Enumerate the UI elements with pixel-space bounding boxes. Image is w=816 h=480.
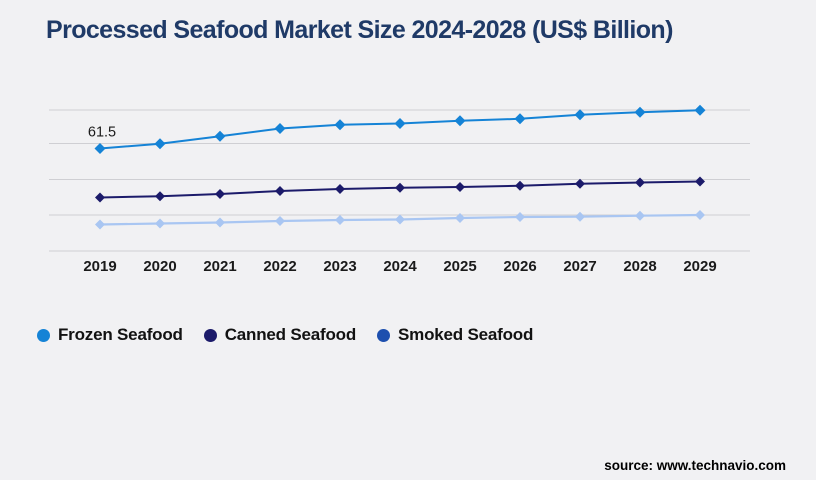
chart-legend: Frozen Seafood Canned Seafood Smoked Sea… xyxy=(37,325,533,345)
data-point-marker-smoked-seafood xyxy=(695,210,705,220)
data-point-marker-frozen-seafood xyxy=(454,115,466,127)
data-label: 61.5 xyxy=(88,125,116,141)
data-point-marker-smoked-seafood xyxy=(395,214,405,225)
data-point-marker-canned-seafood xyxy=(695,176,705,187)
data-point-marker-frozen-seafood xyxy=(274,123,286,134)
x-tick-label: 2029 xyxy=(683,258,716,275)
legend-label-smoked-seafood: Smoked Seafood xyxy=(398,325,534,344)
data-point-marker-canned-seafood xyxy=(335,184,345,194)
x-tick-label: 2027 xyxy=(563,258,596,275)
x-tick-label: 2023 xyxy=(323,258,356,275)
x-tick-label: 2028 xyxy=(623,258,656,275)
data-point-marker-smoked-seafood xyxy=(575,211,585,222)
data-point-marker-canned-seafood xyxy=(215,189,225,199)
source-attribution: source: www.technavio.com xyxy=(604,458,786,473)
data-point-marker-frozen-seafood xyxy=(514,113,526,125)
x-tick-label: 2020 xyxy=(143,258,176,275)
legend-item-smoked-seafood: Smoked Seafood xyxy=(377,325,533,345)
legend-item-frozen-seafood: Frozen Seafood xyxy=(37,325,183,345)
data-point-marker-frozen-seafood xyxy=(574,109,586,121)
x-tick-label: 2026 xyxy=(503,258,536,275)
data-point-marker-frozen-seafood xyxy=(94,143,106,154)
data-point-marker-canned-seafood xyxy=(155,191,165,202)
chart-title: Processed Seafood Market Size 2024-2028 … xyxy=(46,16,673,44)
data-point-marker-frozen-seafood xyxy=(694,104,706,116)
data-point-marker-frozen-seafood xyxy=(634,106,646,118)
data-point-marker-canned-seafood xyxy=(395,182,405,193)
data-point-marker-smoked-seafood xyxy=(155,218,165,229)
legend-label-canned-seafood: Canned Seafood xyxy=(224,325,357,344)
data-point-marker-smoked-seafood xyxy=(455,213,465,223)
data-point-marker-frozen-seafood xyxy=(334,119,346,131)
data-point-marker-canned-seafood xyxy=(95,192,105,203)
data-point-marker-canned-seafood xyxy=(635,177,645,188)
series-line-frozen-seafood xyxy=(99,109,701,150)
data-point-marker-smoked-seafood xyxy=(215,217,225,228)
data-point-marker-smoked-seafood xyxy=(275,216,285,226)
data-point-marker-canned-seafood xyxy=(575,178,585,189)
x-tick-label: 2019 xyxy=(83,258,116,275)
legend-marker-smoked-seafood-icon xyxy=(377,328,391,342)
data-point-marker-smoked-seafood xyxy=(335,215,345,225)
legend-marker-canned-seafood-icon xyxy=(203,328,217,342)
data-point-marker-frozen-seafood xyxy=(394,118,406,129)
x-tick-label: 2022 xyxy=(263,258,296,275)
data-point-marker-smoked-seafood xyxy=(95,219,105,230)
data-point-marker-smoked-seafood xyxy=(515,212,525,222)
data-point-marker-smoked-seafood xyxy=(635,210,645,221)
x-tick-label: 2021 xyxy=(203,258,236,275)
x-tick-label: 2025 xyxy=(443,258,476,275)
legend-label-frozen-seafood: Frozen Seafood xyxy=(58,325,183,344)
data-point-marker-canned-seafood xyxy=(455,182,465,192)
legend-marker-frozen-seafood-icon xyxy=(37,328,50,342)
data-point-marker-canned-seafood xyxy=(275,186,285,196)
data-point-marker-canned-seafood xyxy=(515,180,525,191)
data-point-marker-frozen-seafood xyxy=(214,130,226,142)
data-point-marker-frozen-seafood xyxy=(154,138,166,150)
legend-item-canned-seafood: Canned Seafood xyxy=(203,325,357,345)
x-tick-label: 2024 xyxy=(383,258,417,275)
line-chart: 61.5 2019 2020 2021 2022 2023 2024 2025 2026 2027… xyxy=(49,104,750,275)
